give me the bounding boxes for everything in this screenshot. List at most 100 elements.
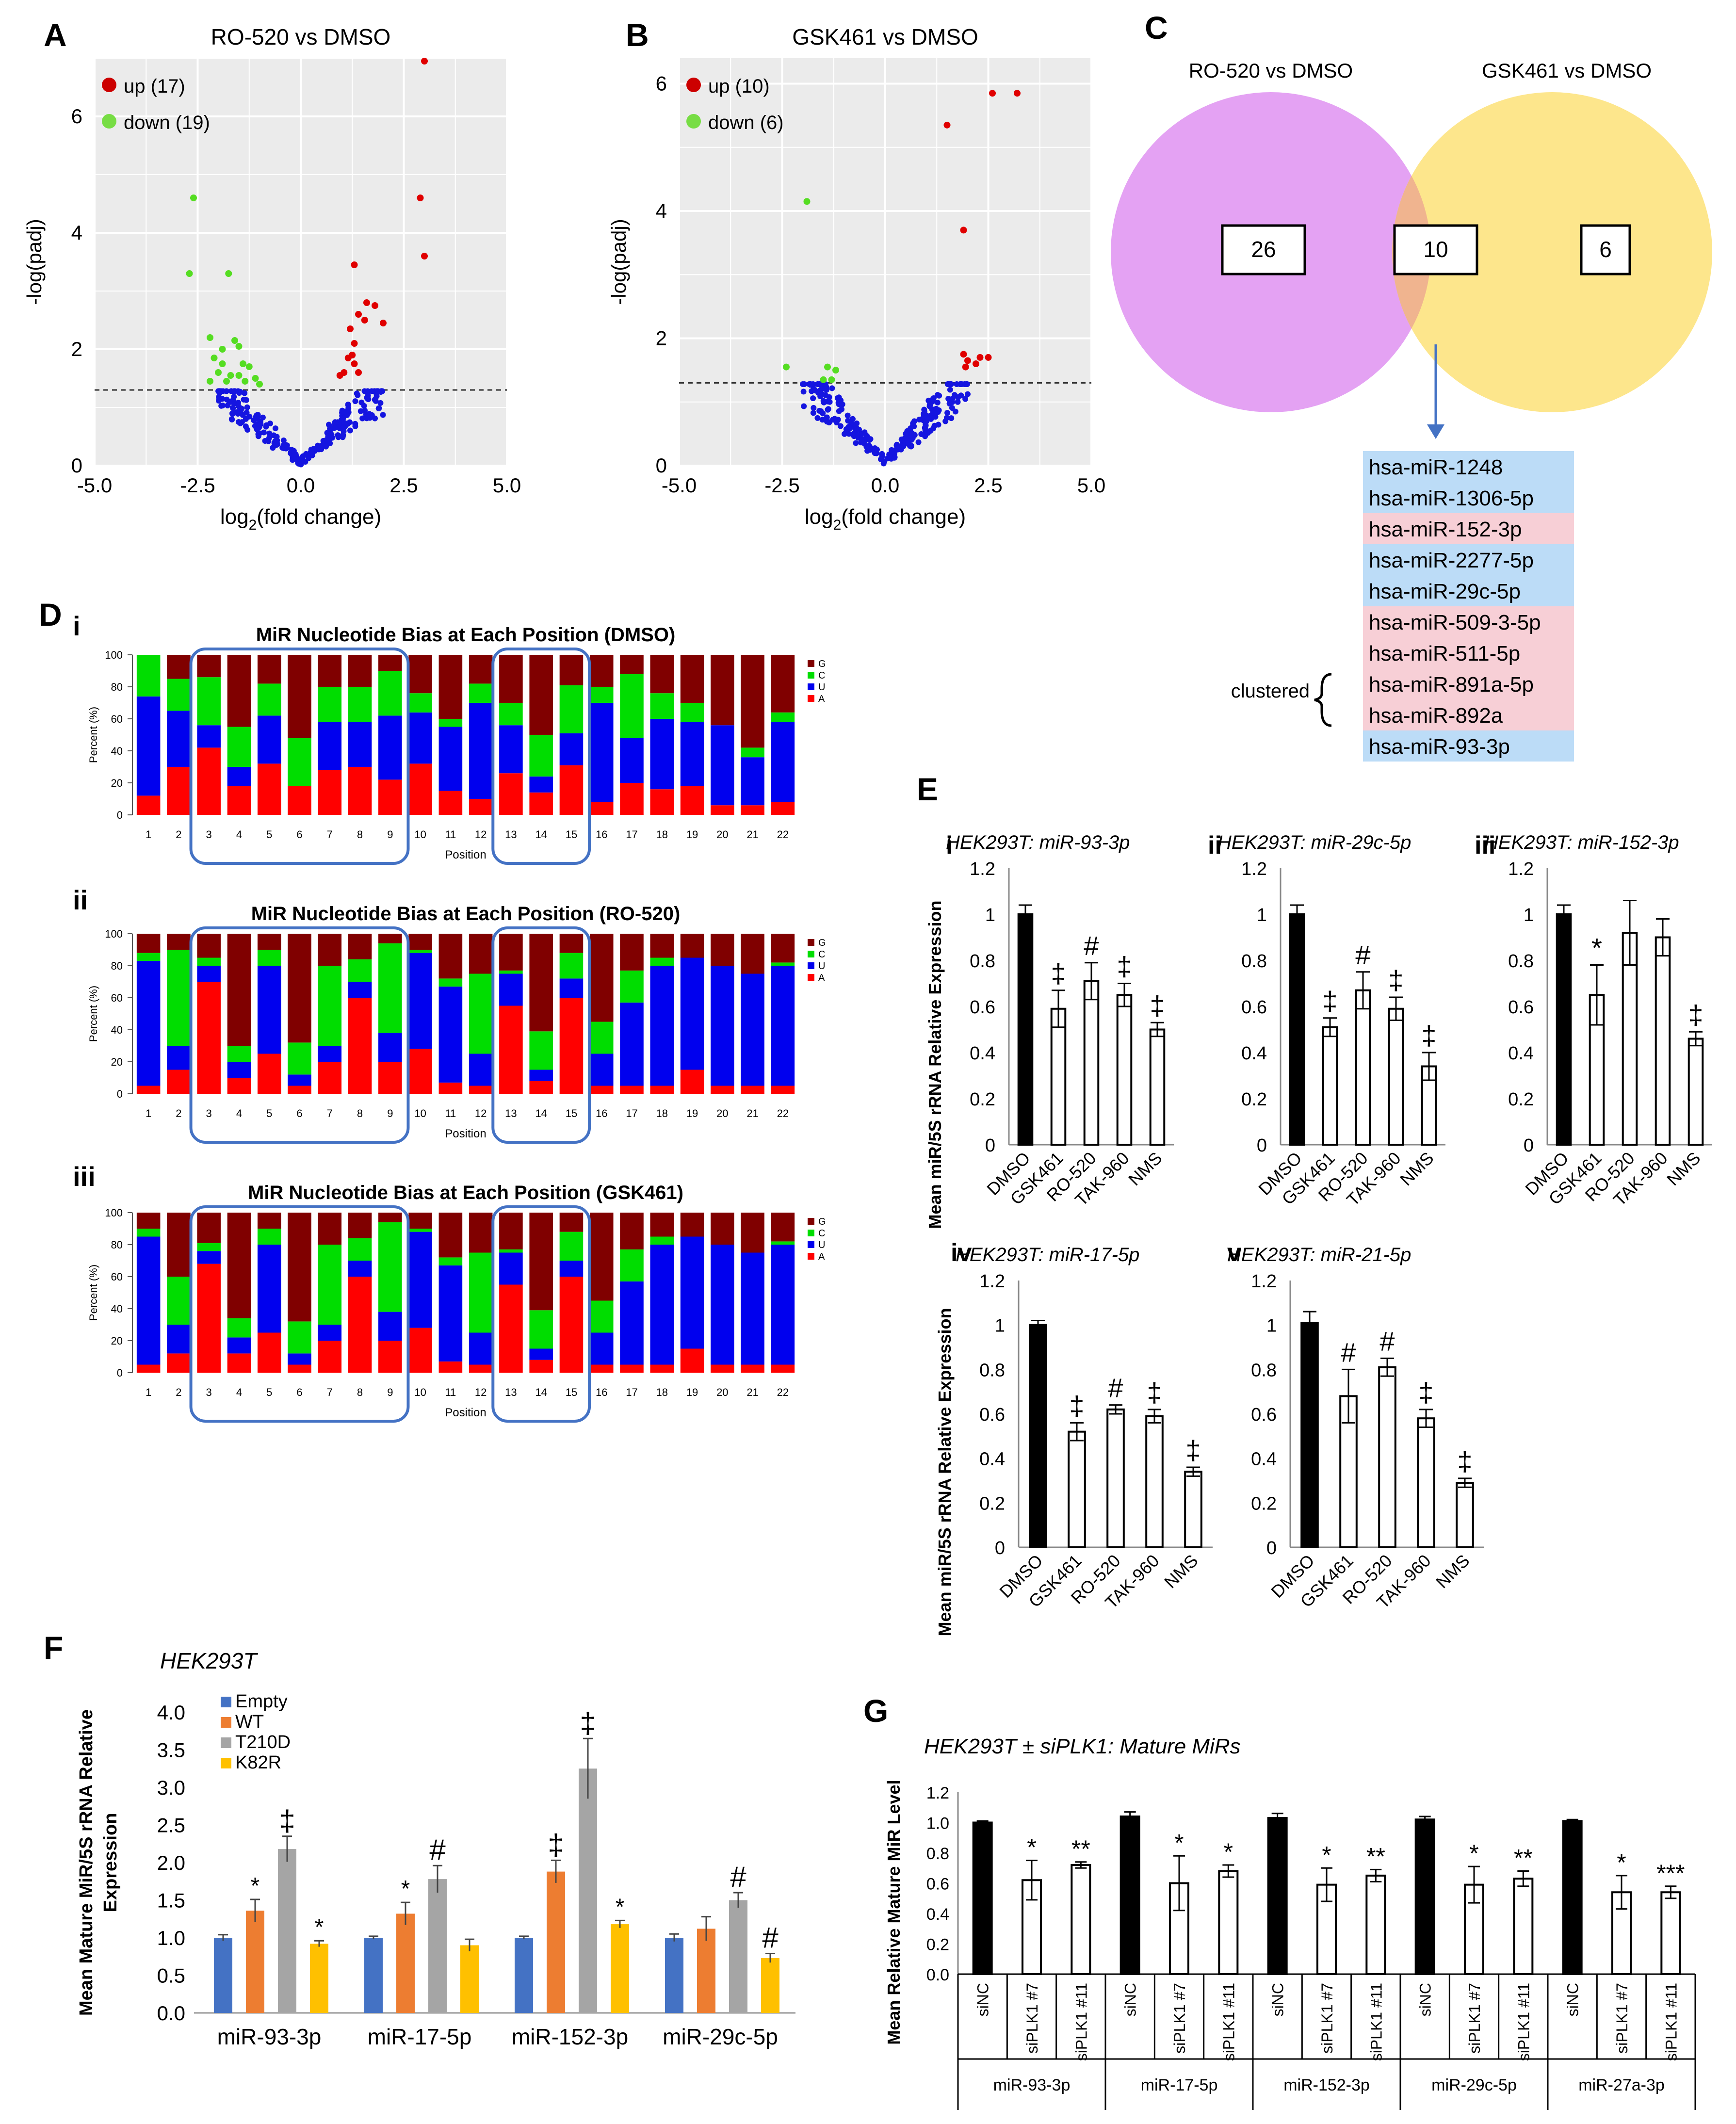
- stack-segment-a: [589, 1364, 614, 1373]
- y-tick-label: 0.0: [157, 2002, 185, 2025]
- venn-count: 6: [1599, 237, 1612, 262]
- ns-point: [924, 414, 930, 420]
- ns-point: [825, 406, 831, 412]
- stack-segment-g: [559, 655, 584, 685]
- stack-segment-a: [499, 1005, 523, 1094]
- up-point: [989, 90, 996, 97]
- y-axis-label: Mean Mature MiR/5S rRNA Relative: [76, 1709, 97, 2016]
- stack-segment-a: [318, 1341, 342, 1373]
- ns-point: [347, 427, 353, 434]
- volcano-plot-b: up (10) down (6) GSK461 vs DMSO -5.0 -2.5 0.0…: [607, 24, 1105, 533]
- stack-segment-g: [257, 1213, 281, 1229]
- y-tick-label: 40: [111, 1024, 123, 1036]
- stack-segment-c: [438, 978, 463, 987]
- ns-point: [324, 437, 330, 443]
- stack-segment-c: [318, 966, 342, 1046]
- stack-segment-u: [227, 767, 251, 786]
- stack-segment-u: [318, 1046, 342, 1062]
- stack-segment-a: [318, 770, 342, 815]
- y-tick-label: 2.5: [157, 1814, 185, 1837]
- stack-segment-c: [741, 747, 764, 758]
- bar: [1655, 936, 1671, 1146]
- y-axis-label: Expression: [100, 1813, 121, 1913]
- ns-point: [258, 421, 264, 427]
- x-tick-label: 16: [596, 828, 607, 841]
- stack-segment-u: [741, 757, 764, 806]
- stack-segment-a: [711, 805, 734, 815]
- stack-segment-u: [197, 966, 221, 982]
- x-tick-label: miR-152-3p: [512, 2024, 628, 2049]
- ns-point: [850, 431, 857, 438]
- legend-swatch: [808, 1253, 814, 1260]
- ns-point: [243, 416, 249, 422]
- stack-segment-c: [408, 950, 432, 953]
- stack-segment-g: [378, 934, 402, 943]
- stack-segment-a: [620, 783, 644, 815]
- significance-mark: ‡: [1150, 990, 1165, 1021]
- stack-segment-u: [167, 1325, 191, 1354]
- y-tick-label: 60: [111, 713, 123, 725]
- stack-segment-u: [288, 1074, 311, 1086]
- panel-label-e-i: i: [946, 831, 953, 859]
- stack-segment-g: [408, 655, 432, 694]
- bar: [1050, 1007, 1067, 1146]
- stack-segment-a: [227, 1353, 251, 1373]
- stack-segment-g: [469, 655, 493, 684]
- legend-swatch: [221, 1717, 231, 1728]
- panel-label-d-i: i: [73, 611, 81, 641]
- stack-segment-a: [227, 1078, 251, 1094]
- up-point: [349, 352, 356, 358]
- ns-point: [814, 415, 821, 421]
- down-point: [219, 360, 226, 367]
- ns-point: [260, 429, 267, 436]
- significance-mark: *: [1617, 1849, 1626, 1876]
- panel-label-b: B: [626, 17, 649, 53]
- significance-mark: ‡: [1322, 986, 1337, 1016]
- stack-segment-g: [136, 934, 161, 953]
- x-tick-label: 1: [146, 1107, 151, 1119]
- up-point: [962, 363, 969, 371]
- stack-segment-g: [741, 934, 764, 974]
- legend-swatch: [686, 78, 701, 92]
- legend-label: G: [818, 1216, 826, 1227]
- up-point: [355, 369, 362, 376]
- stack-segment-u: [650, 719, 674, 790]
- position-highlight-box: [189, 648, 410, 865]
- stack-segment-g: [529, 934, 553, 1032]
- stack-segment-u: [318, 1325, 342, 1341]
- down-point: [231, 337, 238, 344]
- y-tick-label: 1.2: [1508, 859, 1534, 879]
- ns-point: [341, 408, 347, 415]
- bar: [1267, 1817, 1288, 1975]
- x-tick-label: 15: [566, 1386, 577, 1398]
- x-axis-label-rest: (fold change): [841, 505, 966, 529]
- ns-point: [341, 420, 348, 426]
- ns-point: [911, 432, 918, 438]
- stack-segment-g: [378, 1213, 402, 1222]
- down-point: [207, 378, 213, 385]
- significance-mark: *: [251, 1873, 260, 1899]
- x-tick-label: 7: [327, 1386, 333, 1398]
- chart-title: GSK461 vs DMSO: [792, 24, 978, 49]
- up-point: [943, 121, 951, 129]
- stack-segment-a: [499, 1284, 523, 1373]
- legend-label: down (6): [708, 112, 784, 133]
- mir-row-bg: [1363, 637, 1574, 668]
- stack-segment-g: [288, 1213, 311, 1322]
- stack-segment-c: [288, 1321, 311, 1354]
- x-tick-label: -2.5: [180, 474, 215, 497]
- legend-swatch: [808, 683, 814, 690]
- ns-point: [837, 423, 844, 429]
- bar-k82r: [761, 1958, 779, 2013]
- legend-label: U: [818, 961, 825, 972]
- stack-segment-u: [741, 973, 764, 1086]
- ns-point: [238, 410, 244, 417]
- significance-mark: ‡: [1185, 1435, 1201, 1465]
- y-tick-label: 0.0: [926, 1966, 949, 1984]
- y-tick-label: 2: [656, 327, 667, 350]
- stack-segment-c: [529, 735, 553, 777]
- up-point: [421, 58, 428, 65]
- ns-point: [260, 414, 266, 421]
- stack-segment-a: [348, 767, 372, 815]
- y-tick-label: 0: [117, 1367, 123, 1379]
